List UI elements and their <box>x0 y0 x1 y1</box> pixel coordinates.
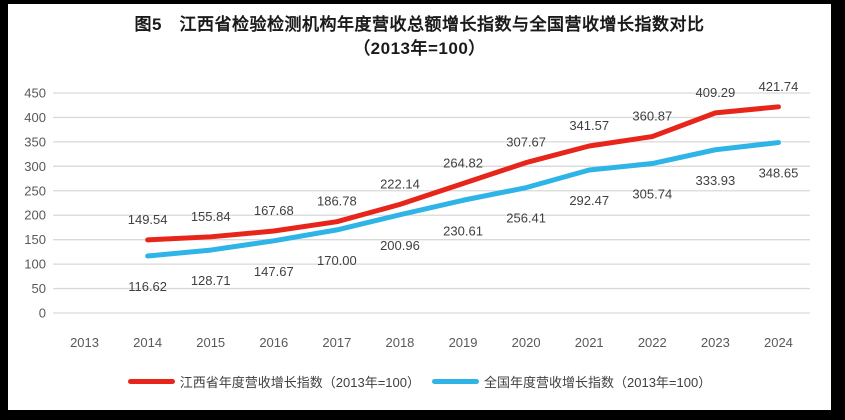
data-label: 360.87 <box>632 109 672 124</box>
data-label: 256.41 <box>506 211 546 226</box>
x-tick-label: 2016 <box>259 335 288 350</box>
data-label: 264.82 <box>443 156 483 171</box>
data-label: 128.71 <box>191 273 231 288</box>
x-tick-label: 2022 <box>638 335 667 350</box>
series-line-national <box>145 140 781 259</box>
legend-line-swatch-blue <box>432 378 479 384</box>
x-tick-label: 2023 <box>701 335 730 350</box>
x-tick-label: 2024 <box>764 335 793 350</box>
data-label: 155.84 <box>191 209 231 224</box>
data-label: 333.93 <box>695 173 735 188</box>
data-label: 222.14 <box>380 176 420 191</box>
data-label: 186.78 <box>317 194 357 209</box>
x-tick-label: 2013 <box>70 335 99 350</box>
data-label: 116.62 <box>128 279 167 294</box>
x-tick-label: 2015 <box>196 335 225 350</box>
y-tick-label: 150 <box>24 232 46 247</box>
data-label: 348.65 <box>759 166 799 181</box>
data-label: 149.54 <box>128 212 168 227</box>
y-tick-label: 350 <box>24 134 46 149</box>
legend-line-swatch-red <box>127 378 175 384</box>
y-tick-label: 250 <box>24 183 46 198</box>
data-label: 305.74 <box>632 187 672 202</box>
x-tick-label: 2019 <box>449 335 478 350</box>
x-tick-label: 2014 <box>133 335 162 350</box>
data-label: 147.67 <box>254 264 294 279</box>
x-tick-label: 2017 <box>322 335 351 350</box>
y-tick-label: 300 <box>24 159 46 174</box>
data-label: 170.00 <box>317 253 357 268</box>
data-label: 200.96 <box>380 238 420 253</box>
chart-title-line2: （2013年=100） <box>353 39 486 58</box>
legend-label-national: 全国年度营收增长指数（2013年=100） <box>484 374 712 390</box>
y-tick-label: 200 <box>24 208 46 223</box>
x-tick-label: 2020 <box>512 335 541 350</box>
x-tick-label: 2018 <box>385 335 414 350</box>
data-label: 341.57 <box>569 118 609 133</box>
data-label: 292.47 <box>569 193 609 208</box>
legend-item-national: 全国年度营收增长指数（2013年=100） <box>432 372 711 391</box>
data-label: 230.61 <box>443 223 483 238</box>
data-label: 421.74 <box>759 79 799 94</box>
data-label: 409.29 <box>695 85 735 100</box>
data-label: 307.67 <box>506 135 546 150</box>
y-tick-label: 450 <box>24 86 46 101</box>
chart-legend: 江西省年度营收增长指数（2013年=100） 全国年度营收增长指数（2013年=… <box>8 368 831 394</box>
chart-canvas: 图5 江西省检验检测机构年度营收总额增长指数与全国营收增长指数对比 （2013年… <box>8 4 831 410</box>
y-tick-label: 50 <box>32 281 46 296</box>
chart-title-line1: 图5 江西省检验检测机构年度营收总额增长指数与全国营收增长指数对比 <box>134 15 705 34</box>
legend-label-jiangxi: 江西省年度营收增长指数（2013年=100） <box>179 374 420 390</box>
chart-title: 图5 江西省检验检测机构年度营收总额增长指数与全国营收增长指数对比 （2013年… <box>8 13 831 61</box>
x-tick-label: 2021 <box>575 335 604 350</box>
series-line-jiangxi <box>145 104 781 243</box>
legend-item-jiangxi: 江西省年度营收增长指数（2013年=100） <box>127 372 420 391</box>
line-chart-plot: 0 50 100 150 200 250 300 350 400 450 2013 2014 2015 2… <box>24 79 810 350</box>
data-label: 167.68 <box>254 203 294 218</box>
y-tick-label: 100 <box>24 257 46 272</box>
y-tick-label: 400 <box>24 110 46 125</box>
y-tick-label: 0 <box>39 306 46 321</box>
